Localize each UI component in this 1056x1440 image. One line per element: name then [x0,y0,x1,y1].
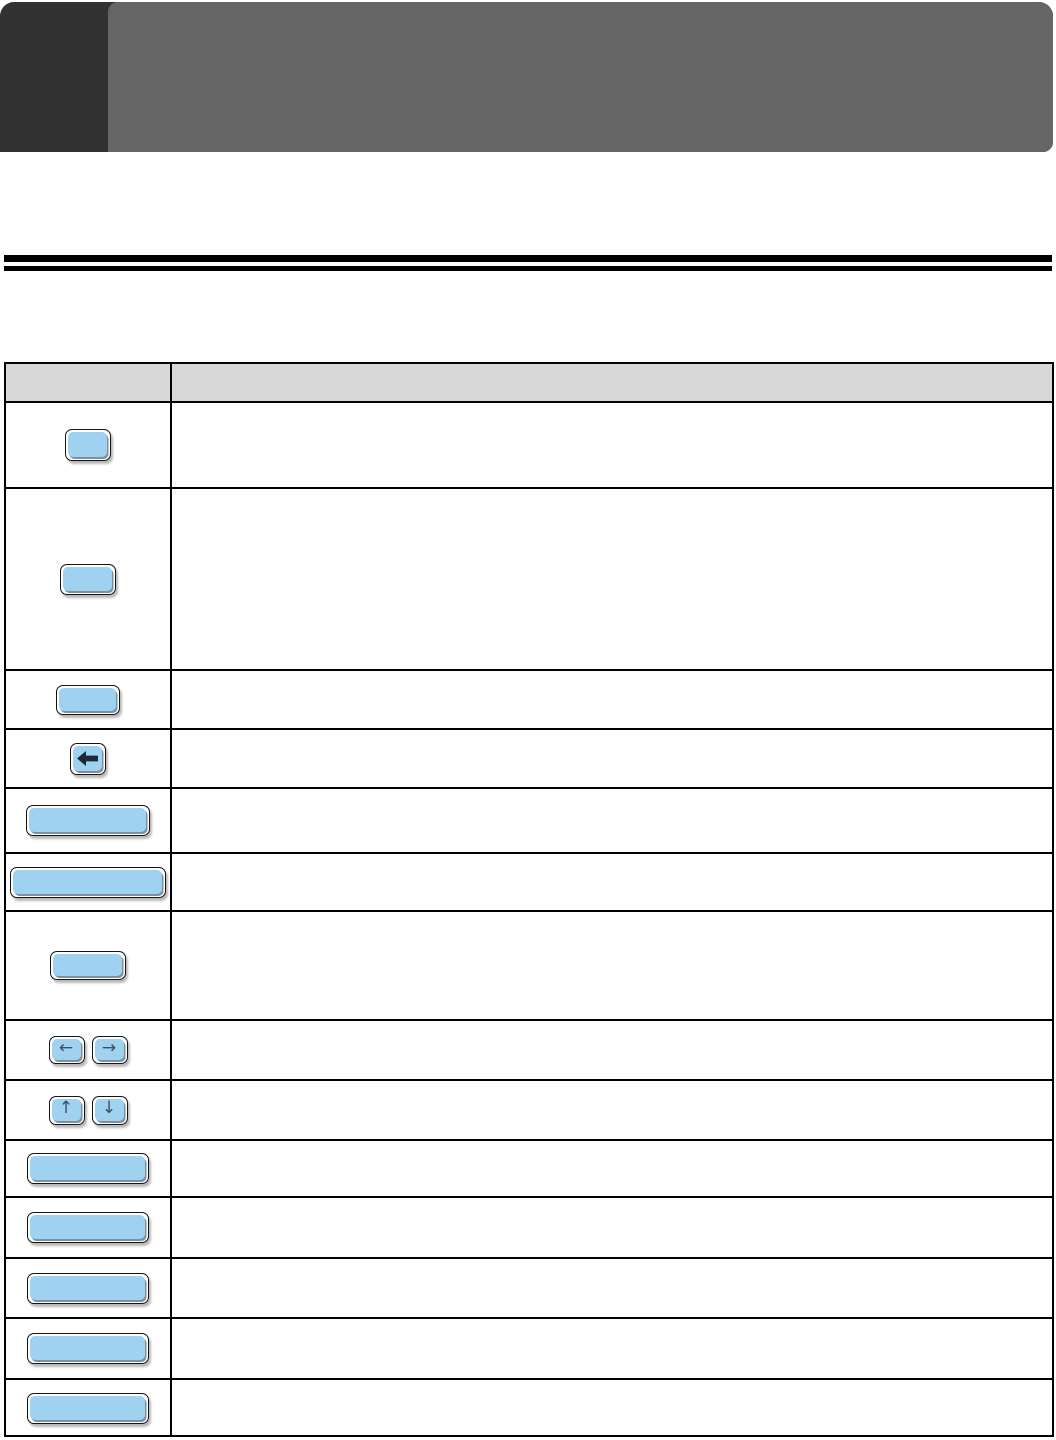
key-cell: ← → [6,1021,172,1079]
key-face [30,1396,145,1420]
chapter-title-bar [108,2,1053,152]
key-face [68,432,107,457]
description-cell [172,403,1052,487]
table-row [6,1317,1052,1378]
header-cell-description [172,364,1052,401]
divider-thin-line [4,266,1052,271]
key-face [30,1275,145,1300]
table-row [6,487,1052,669]
key-cell [6,1319,172,1378]
left-arrow-icon: ← [58,1038,74,1058]
key-face [13,869,162,894]
key-cell [6,671,172,728]
description-cell [172,1081,1052,1139]
key-face [30,1215,145,1239]
key-face [30,1156,145,1180]
key-cell [6,730,172,787]
key-face [53,954,122,976]
wide-key-illustration [27,1212,149,1243]
header-cell-key [6,364,172,401]
key-cell [6,403,172,487]
table-row: ↑ ↓ [6,1079,1052,1139]
key-cell [6,1259,172,1317]
key-face [30,1336,145,1360]
description-cell [172,489,1052,669]
table-row: ← → [6,1019,1052,1079]
key-cell [6,789,172,852]
key-cell [6,854,172,910]
table-row [6,669,1052,728]
right-arrow-icon: → [101,1038,117,1058]
key-face: → [94,1038,124,1060]
key-cell [6,1141,172,1196]
back-key-illustration [70,742,106,775]
table-row [6,1196,1052,1257]
key-cell [6,1380,172,1437]
table-row [6,910,1052,1019]
table-row [6,401,1052,487]
medium-key-illustration [56,684,120,715]
right-arrow-key-illustration: → [91,1036,128,1064]
description-cell [172,1319,1052,1378]
wide-key-illustration [27,1393,149,1424]
down-arrow-icon: ↓ [101,1098,117,1118]
table-row [6,852,1052,910]
left-arrow-bold-icon [77,750,98,766]
table-row [6,728,1052,787]
left-arrow-key-illustration: ← [48,1036,85,1064]
page-header-banner [0,2,1053,152]
description-cell [172,671,1052,728]
table-header-row [6,364,1052,401]
key-face [63,566,112,591]
down-arrow-key-illustration: ↓ [91,1095,128,1125]
key-face [59,687,116,711]
section-divider [4,255,1052,271]
wide-key-illustration [27,1333,149,1364]
description-cell [172,730,1052,787]
wide-key-illustration [27,1272,149,1304]
description-cell [172,1141,1052,1196]
key-reference-table: ← → ↑ ↓ [4,362,1054,1437]
up-arrow-key-illustration: ↑ [48,1095,85,1125]
description-cell [172,789,1052,852]
key-face: ↓ [94,1098,124,1121]
up-arrow-icon: ↑ [58,1098,74,1118]
table-row [6,1257,1052,1317]
key-cell [6,912,172,1019]
wide-key-illustration [26,805,150,836]
table-row [6,1378,1052,1437]
description-cell [172,1380,1052,1437]
table-row [6,787,1052,852]
extra-wide-key-illustration [10,866,166,898]
medium-key-illustration [50,951,126,980]
key-face [73,745,102,771]
small-key-illustration [65,429,111,461]
key-cell [6,1198,172,1257]
divider-thick-line [4,255,1052,262]
description-cell [172,1259,1052,1317]
wide-key-illustration [27,1153,149,1184]
description-cell [172,1198,1052,1257]
table-row [6,1139,1052,1196]
key-cell [6,489,172,669]
description-cell [172,1021,1052,1079]
description-cell [172,854,1052,910]
key-face: ↑ [51,1098,81,1121]
key-face [29,808,146,832]
description-cell [172,912,1052,1019]
small-key-illustration [60,563,116,595]
key-face: ← [51,1038,81,1060]
key-cell: ↑ ↓ [6,1081,172,1139]
